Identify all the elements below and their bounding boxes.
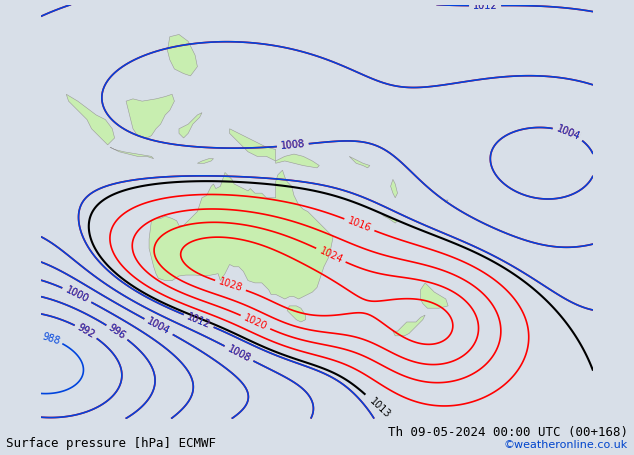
Text: 1008: 1008 bbox=[226, 344, 252, 364]
Text: 1004: 1004 bbox=[555, 123, 581, 142]
Text: 1004: 1004 bbox=[145, 316, 172, 337]
Polygon shape bbox=[197, 159, 214, 163]
Text: 1000: 1000 bbox=[64, 285, 90, 305]
Text: 992: 992 bbox=[75, 322, 96, 340]
Text: Th 09-05-2024 00:00 UTC (00+168): Th 09-05-2024 00:00 UTC (00+168) bbox=[387, 426, 628, 439]
Text: 1012: 1012 bbox=[185, 312, 212, 330]
Text: 1008: 1008 bbox=[226, 344, 252, 364]
Text: 1012: 1012 bbox=[473, 0, 498, 10]
Polygon shape bbox=[167, 35, 197, 76]
Text: ©weatheronline.co.uk: ©weatheronline.co.uk bbox=[503, 440, 628, 450]
Polygon shape bbox=[276, 154, 320, 168]
Text: 1013: 1013 bbox=[368, 396, 392, 420]
Text: Surface pressure [hPa] ECMWF: Surface pressure [hPa] ECMWF bbox=[6, 437, 216, 450]
Text: 996: 996 bbox=[107, 323, 127, 342]
Text: 996: 996 bbox=[107, 323, 127, 342]
Text: 1012: 1012 bbox=[473, 0, 498, 10]
Polygon shape bbox=[179, 113, 202, 138]
Polygon shape bbox=[349, 157, 370, 168]
Text: 1028: 1028 bbox=[217, 277, 244, 294]
Text: 1024: 1024 bbox=[318, 245, 344, 265]
Polygon shape bbox=[110, 147, 153, 159]
Polygon shape bbox=[149, 170, 333, 299]
Text: 988: 988 bbox=[41, 331, 61, 346]
Text: 1020: 1020 bbox=[242, 313, 269, 332]
Polygon shape bbox=[382, 214, 398, 223]
Polygon shape bbox=[126, 94, 174, 138]
Text: 1008: 1008 bbox=[280, 139, 306, 152]
Polygon shape bbox=[444, 200, 448, 202]
Polygon shape bbox=[420, 283, 448, 308]
Polygon shape bbox=[393, 315, 425, 336]
Text: 1016: 1016 bbox=[346, 216, 373, 234]
Polygon shape bbox=[230, 129, 276, 161]
Text: 1008: 1008 bbox=[280, 139, 306, 152]
Text: 1004: 1004 bbox=[555, 123, 581, 142]
Text: 992: 992 bbox=[75, 322, 96, 340]
Text: 1012: 1012 bbox=[185, 312, 212, 330]
Text: 1004: 1004 bbox=[145, 316, 172, 337]
Text: 1000: 1000 bbox=[64, 285, 90, 305]
Polygon shape bbox=[287, 306, 306, 322]
Polygon shape bbox=[67, 94, 115, 145]
Polygon shape bbox=[391, 179, 398, 198]
